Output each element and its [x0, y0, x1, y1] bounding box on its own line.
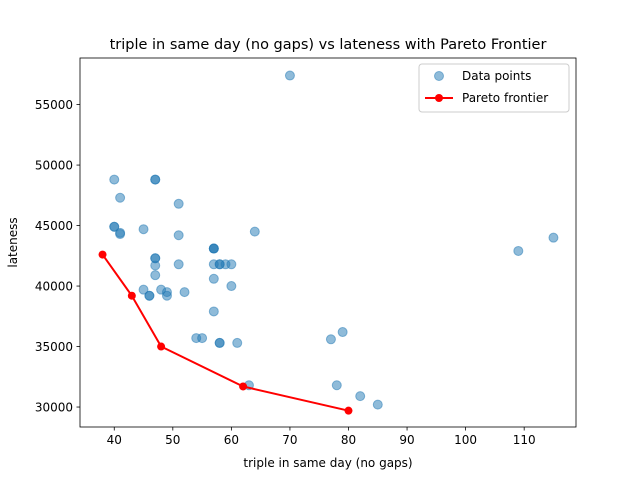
x-axis-label: triple in same day (no gaps) — [243, 456, 412, 470]
plot-frame — [79, 57, 577, 428]
y-tick-label: 45000 — [35, 219, 73, 233]
data-point — [150, 260, 161, 271]
x-tick-label: 50 — [165, 433, 180, 447]
data-point — [144, 290, 155, 301]
plot-area — [80, 58, 576, 427]
pareto-frontier-point — [239, 382, 248, 391]
data-point — [161, 290, 172, 301]
data-point — [109, 221, 120, 232]
x-tick-label: 70 — [282, 433, 297, 447]
data-point — [115, 229, 126, 240]
data-point — [325, 334, 336, 345]
data-point — [208, 306, 219, 317]
pareto-frontier-point — [127, 291, 136, 300]
y-tick-label: 55000 — [35, 98, 73, 112]
data-point — [173, 230, 184, 241]
data-point — [150, 174, 161, 185]
data-point — [355, 391, 366, 402]
legend-marker-data-points — [434, 71, 444, 81]
data-point — [548, 232, 559, 243]
data-point — [372, 399, 383, 410]
data-point — [208, 273, 219, 284]
data-point — [197, 333, 208, 344]
legend-label-pareto-frontier: Pareto frontier — [462, 91, 548, 105]
y-tick-label: 35000 — [35, 340, 73, 354]
y-tick-label: 40000 — [35, 280, 73, 294]
data-point — [138, 224, 149, 235]
data-point — [109, 174, 120, 185]
legend-label-data-points: Data points — [462, 69, 531, 83]
x-tick-label: 110 — [513, 433, 536, 447]
data-point — [115, 192, 126, 203]
data-point — [150, 270, 161, 281]
chart-title: triple in same day (no gaps) vs lateness… — [110, 37, 547, 53]
y-tick-label: 30000 — [35, 401, 73, 415]
data-point — [337, 327, 348, 338]
x-tick-label: 40 — [107, 433, 122, 447]
x-axis-ticks: 40 50 60 70 80 90 100 110 — [107, 427, 536, 447]
x-tick-label: 90 — [399, 433, 414, 447]
data-point — [331, 380, 342, 391]
legend-marker-pareto-frontier — [435, 94, 443, 102]
x-tick-label: 80 — [341, 433, 356, 447]
data-point — [249, 226, 260, 237]
x-tick-label: 100 — [454, 433, 477, 447]
x-tick-label: 60 — [224, 433, 239, 447]
pareto-frontier-point — [344, 406, 353, 415]
legend-box — [418, 63, 570, 113]
data-point — [232, 337, 243, 348]
legend: Data points Pareto frontier — [418, 63, 570, 113]
data-point — [138, 284, 149, 295]
data-point — [173, 198, 184, 209]
data-point — [226, 259, 237, 270]
pareto-frontier-layer — [98, 250, 353, 415]
data-point — [179, 287, 190, 298]
data-point — [214, 337, 225, 348]
data-point — [284, 70, 295, 81]
y-tick-label: 50000 — [35, 159, 73, 173]
data-point — [513, 245, 524, 256]
data-points-layer — [109, 70, 559, 410]
data-point — [208, 243, 219, 254]
pareto-frontier-point — [157, 342, 166, 351]
pareto-frontier-point — [98, 250, 107, 259]
data-point — [173, 259, 184, 270]
y-axis-ticks: 30000 35000 40000 45000 50000 55000 — [35, 98, 80, 415]
y-axis-label: lateness — [6, 217, 20, 267]
data-point — [226, 281, 237, 292]
